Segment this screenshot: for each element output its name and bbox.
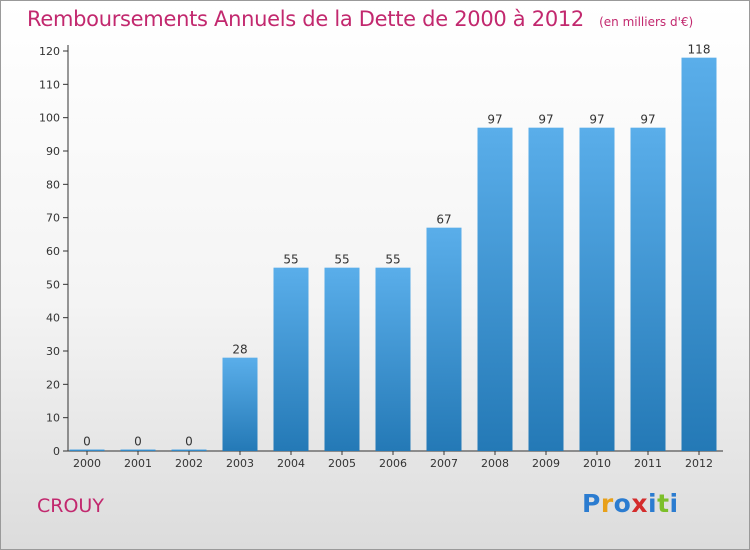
x-tick-label: 2005 bbox=[328, 457, 356, 470]
x-tick-label: 2001 bbox=[124, 457, 152, 470]
x-tick-label: 2004 bbox=[277, 457, 305, 470]
x-tick-label: 2003 bbox=[226, 457, 254, 470]
bar-2003 bbox=[222, 357, 258, 451]
data-label-2004: 55 bbox=[283, 253, 298, 267]
y-tick-label: 120 bbox=[39, 45, 60, 58]
logo-letter: t bbox=[657, 489, 670, 518]
y-tick-label: 20 bbox=[46, 378, 60, 391]
data-label-2008: 97 bbox=[487, 113, 502, 127]
x-tick-label: 2009 bbox=[532, 457, 560, 470]
data-label-2010: 97 bbox=[589, 113, 604, 127]
y-tick-label: 70 bbox=[46, 212, 60, 225]
x-tick-label: 2002 bbox=[175, 457, 203, 470]
y-tick-label: 0 bbox=[53, 445, 60, 458]
chart-unit: (en milliers d'€) bbox=[599, 15, 694, 29]
bar-2011 bbox=[630, 127, 666, 452]
bar-2008 bbox=[477, 127, 513, 452]
data-label-2007: 67 bbox=[436, 213, 451, 227]
bar-2002 bbox=[171, 449, 207, 451]
data-label-2005: 55 bbox=[334, 253, 349, 267]
chart-title-text: Remboursements Annuels de la Dette de 20… bbox=[27, 7, 584, 31]
data-label-2011: 97 bbox=[640, 113, 655, 127]
x-tick-label: 2012 bbox=[685, 457, 713, 470]
y-tick-label: 60 bbox=[46, 245, 60, 258]
logo-letter: P bbox=[582, 489, 601, 518]
x-tick-label: 2011 bbox=[634, 457, 662, 470]
x-tick-label: 2000 bbox=[73, 457, 101, 470]
proxiti-logo: Proxiti bbox=[582, 489, 679, 518]
logo-letter: r bbox=[600, 489, 614, 518]
logo-letter: i bbox=[648, 489, 658, 518]
x-tick-label: 2006 bbox=[379, 457, 407, 470]
y-tick-label: 80 bbox=[46, 178, 60, 191]
data-labels: 0 0 0 28 55 55 55 67 97 97 97 97 118 bbox=[83, 43, 710, 449]
data-label-2003: 28 bbox=[232, 343, 247, 357]
x-tick-label: 2010 bbox=[583, 457, 611, 470]
data-label-2012: 118 bbox=[688, 43, 711, 57]
x-axis: 2000 2001 2002 2003 2004 2005 2006 2007 2008 2009… bbox=[68, 450, 723, 470]
x-tick-label: 2008 bbox=[481, 457, 509, 470]
y-tick-label: 50 bbox=[46, 278, 60, 291]
data-label-2009: 97 bbox=[538, 113, 553, 127]
y-tick-label: 10 bbox=[46, 412, 60, 425]
logo-letter: x bbox=[631, 489, 648, 518]
bar-2006 bbox=[375, 267, 411, 451]
y-tick-label: 90 bbox=[46, 145, 60, 158]
commune-name: CROUY bbox=[37, 495, 104, 517]
bar-2007 bbox=[426, 227, 462, 451]
bars bbox=[69, 57, 717, 452]
data-label-2000: 0 bbox=[83, 435, 91, 449]
logo-letter: o bbox=[613, 489, 632, 518]
y-axis: 0 10 20 30 40 50 60 70 80 90 100 110 120 bbox=[39, 45, 69, 458]
data-label-2002: 0 bbox=[185, 435, 193, 449]
bar-2005 bbox=[324, 267, 360, 451]
y-tick-label: 30 bbox=[46, 345, 60, 358]
y-tick-label: 110 bbox=[39, 78, 60, 91]
logo-letter: i bbox=[669, 489, 679, 518]
bar-2004 bbox=[273, 267, 309, 451]
y-tick-label: 100 bbox=[39, 112, 60, 125]
bar-2001 bbox=[120, 449, 156, 451]
chart-title: Remboursements Annuels de la Dette de 20… bbox=[27, 7, 693, 31]
y-tick-label: 40 bbox=[46, 312, 60, 325]
bar-2009 bbox=[528, 127, 564, 452]
bar-2000 bbox=[69, 449, 105, 451]
x-tick-label: 2007 bbox=[430, 457, 458, 470]
bar-2010 bbox=[579, 127, 615, 452]
data-label-2001: 0 bbox=[134, 435, 142, 449]
data-label-2006: 55 bbox=[385, 253, 400, 267]
bar-2012 bbox=[681, 57, 717, 452]
